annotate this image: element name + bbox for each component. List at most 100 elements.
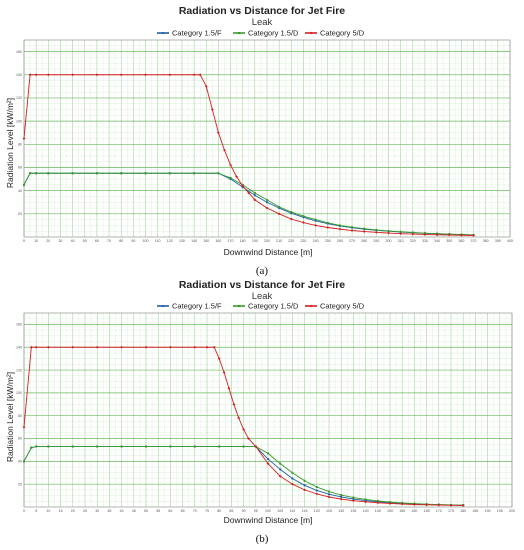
legend-item: Category 1.5/D bbox=[233, 302, 299, 311]
x-tick-label: 110 bbox=[290, 509, 296, 513]
x-tick-label: 115 bbox=[302, 509, 308, 513]
data-point bbox=[223, 148, 226, 152]
x-tick-label: 80 bbox=[119, 239, 123, 243]
data-point bbox=[253, 198, 257, 202]
legend-marker bbox=[238, 305, 240, 307]
x-tick-label: 300 bbox=[386, 239, 392, 243]
y-tick-label: 40 bbox=[18, 460, 22, 464]
x-tick-label: 145 bbox=[375, 509, 381, 513]
legend-label: Category 1.5/D bbox=[248, 29, 299, 38]
data-point bbox=[265, 201, 269, 204]
data-point bbox=[192, 73, 196, 77]
y-tick-label: 60 bbox=[18, 437, 22, 441]
x-tick-label: 180 bbox=[460, 509, 466, 513]
y-tick-label: 120 bbox=[16, 96, 22, 100]
x-tick-label: 380 bbox=[483, 239, 489, 243]
legend-label: Category 1.5/D bbox=[248, 302, 299, 311]
x-tick-label: 220 bbox=[288, 239, 294, 243]
data-point bbox=[460, 233, 463, 237]
data-point bbox=[34, 73, 38, 77]
panel-a-x-axis-label: Downwind Distance [m] bbox=[224, 247, 313, 257]
panel-a-title: Radiation vs Distance for Jet Fire bbox=[179, 5, 345, 17]
x-tick-label: 0 bbox=[23, 239, 25, 243]
data-point bbox=[303, 484, 306, 487]
panel-b-legend: Category 1.5/F Category 1.5/D Category 5/D bbox=[157, 302, 365, 311]
x-tick-label: 40 bbox=[71, 239, 75, 243]
x-tick-label: 260 bbox=[337, 239, 343, 243]
x-tick-label: 40 bbox=[120, 509, 124, 513]
data-point bbox=[217, 131, 220, 135]
data-point bbox=[266, 198, 268, 201]
data-point bbox=[338, 227, 342, 231]
data-point bbox=[352, 496, 355, 499]
legend-marker bbox=[238, 32, 240, 34]
x-tick-label: 180 bbox=[240, 239, 246, 243]
plot-border bbox=[23, 312, 513, 508]
x-tick-label: 50 bbox=[83, 239, 87, 243]
data-point bbox=[204, 84, 208, 88]
data-point bbox=[303, 479, 306, 482]
x-tick-label: 95 bbox=[254, 509, 258, 513]
data-point bbox=[46, 73, 50, 77]
x-tick-label: 90 bbox=[131, 239, 135, 243]
data-point bbox=[35, 172, 38, 175]
legend-marker bbox=[161, 31, 165, 35]
data-point bbox=[247, 191, 251, 195]
panel-b: Radiation vs Distance for Jet Fire Leak … bbox=[5, 279, 515, 545]
data-point bbox=[413, 503, 416, 506]
legend-marker bbox=[309, 304, 313, 308]
data-point bbox=[229, 176, 232, 179]
data-point bbox=[364, 500, 367, 504]
x-tick-label: 15 bbox=[59, 509, 63, 513]
x-tick-label: 150 bbox=[387, 509, 393, 513]
data-point bbox=[315, 492, 319, 496]
x-tick-label: 280 bbox=[361, 239, 367, 243]
data-point bbox=[96, 445, 99, 448]
data-point bbox=[303, 488, 306, 492]
data-point bbox=[95, 345, 99, 349]
x-tick-label: 350 bbox=[446, 239, 452, 243]
data-point bbox=[326, 226, 330, 229]
y-tick-label: 20 bbox=[18, 212, 22, 216]
panel-b-title: Radiation vs Distance for Jet Fire bbox=[179, 279, 345, 291]
legend-item: Category 1.5/D bbox=[233, 29, 299, 38]
y-tick-label: 20 bbox=[18, 482, 22, 486]
panel-b-caption: (b) bbox=[256, 533, 269, 545]
x-tick-label: 185 bbox=[472, 509, 478, 513]
x-tick-label: 390 bbox=[495, 239, 501, 243]
data-point bbox=[363, 227, 366, 230]
data-point bbox=[277, 212, 281, 216]
x-tick-label: 0 bbox=[23, 509, 25, 513]
panel-a-legend: Category 1.5/F Category 1.5/D Category 5/D bbox=[157, 29, 365, 38]
x-tick-label: 10 bbox=[46, 509, 50, 513]
data-point bbox=[340, 495, 343, 499]
data-point bbox=[144, 172, 147, 175]
data-point bbox=[144, 345, 148, 349]
x-tick-label: 60 bbox=[168, 509, 172, 513]
x-tick-label: 135 bbox=[350, 509, 356, 513]
data-point bbox=[217, 357, 221, 361]
data-point bbox=[352, 499, 355, 503]
x-tick-label: 155 bbox=[399, 509, 405, 513]
x-tick-label: 200 bbox=[509, 509, 515, 513]
data-point bbox=[472, 234, 475, 237]
x-tick-label: 130 bbox=[179, 239, 185, 243]
data-point bbox=[266, 457, 270, 461]
data-point bbox=[47, 345, 50, 349]
legend-label: Category 1.5/F bbox=[172, 302, 222, 311]
x-tick-label: 190 bbox=[252, 239, 258, 243]
panel-a-caption: (a) bbox=[256, 265, 269, 277]
data-point bbox=[314, 224, 317, 227]
data-point bbox=[205, 345, 209, 349]
data-point bbox=[47, 172, 50, 175]
data-point bbox=[119, 73, 123, 77]
series-category-5-d bbox=[22, 345, 465, 507]
data-point bbox=[387, 231, 390, 235]
data-point bbox=[340, 494, 343, 497]
data-point bbox=[71, 73, 74, 77]
data-point bbox=[120, 345, 123, 349]
data-point bbox=[120, 172, 123, 175]
data-point bbox=[338, 224, 341, 227]
x-tick-label: 45 bbox=[132, 509, 136, 513]
